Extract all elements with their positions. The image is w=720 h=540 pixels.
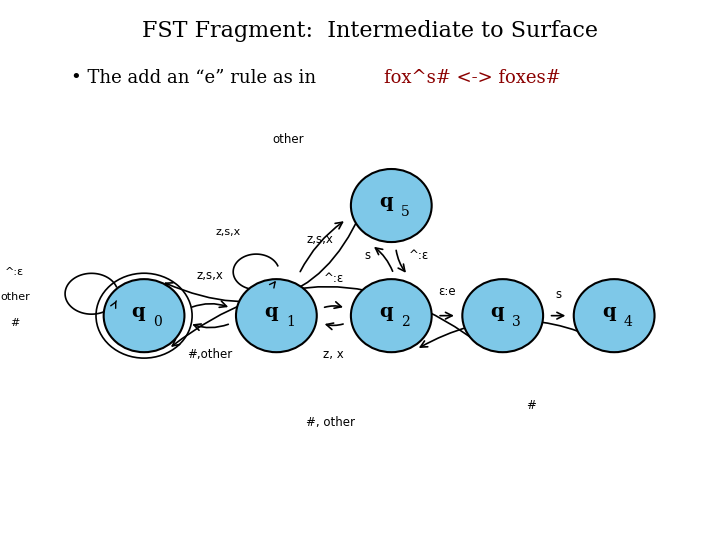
FancyArrowPatch shape [440,312,452,319]
Text: ^:ε: ^:ε [408,249,428,262]
Text: #, other: #, other [306,416,355,429]
Ellipse shape [462,279,543,352]
FancyArrowPatch shape [300,222,343,272]
Text: q: q [602,303,616,321]
FancyArrowPatch shape [172,287,484,347]
Text: ^:ε: ^:ε [5,267,24,277]
Text: 5: 5 [401,205,410,219]
Text: FST Fragment:  Intermediate to Surface: FST Fragment: Intermediate to Surface [143,20,598,42]
Text: other: other [0,292,30,302]
FancyArrowPatch shape [326,323,343,329]
Text: other: other [273,133,305,146]
Text: z,s,x: z,s,x [307,233,333,246]
Text: #: # [10,318,19,328]
Ellipse shape [236,279,317,352]
Text: 4: 4 [624,315,632,329]
Text: ε:e: ε:e [438,285,456,298]
Text: #: # [526,400,536,413]
Text: q: q [379,193,392,211]
Text: 2: 2 [401,315,410,329]
Ellipse shape [574,279,654,352]
Text: q: q [490,303,504,321]
Ellipse shape [351,169,432,242]
Text: q: q [379,303,392,321]
Ellipse shape [351,279,432,352]
FancyArrowPatch shape [192,301,227,307]
FancyArrowPatch shape [552,312,564,319]
Text: z, x: z, x [323,348,344,361]
Text: q: q [132,303,145,321]
Text: 3: 3 [512,315,521,329]
Text: 1: 1 [286,315,294,329]
Text: s: s [555,288,562,301]
Text: s: s [364,249,371,262]
Text: q: q [264,303,278,321]
Text: ^:ε: ^:ε [324,272,344,285]
Text: fox^s# <-> foxes#: fox^s# <-> foxes# [384,69,561,86]
Text: 0: 0 [153,315,162,329]
FancyArrowPatch shape [194,324,228,330]
FancyArrowPatch shape [396,251,405,272]
FancyArrowPatch shape [375,248,392,271]
FancyArrowPatch shape [166,195,368,302]
Text: z,s,x: z,s,x [197,269,224,282]
FancyArrowPatch shape [420,320,615,348]
Text: • The add an “e” rule as in: • The add an “e” rule as in [71,69,322,86]
Ellipse shape [104,279,184,352]
Text: #,other: #,other [188,348,233,361]
Text: z,s,x: z,s,x [215,227,240,237]
FancyArrowPatch shape [325,302,341,308]
